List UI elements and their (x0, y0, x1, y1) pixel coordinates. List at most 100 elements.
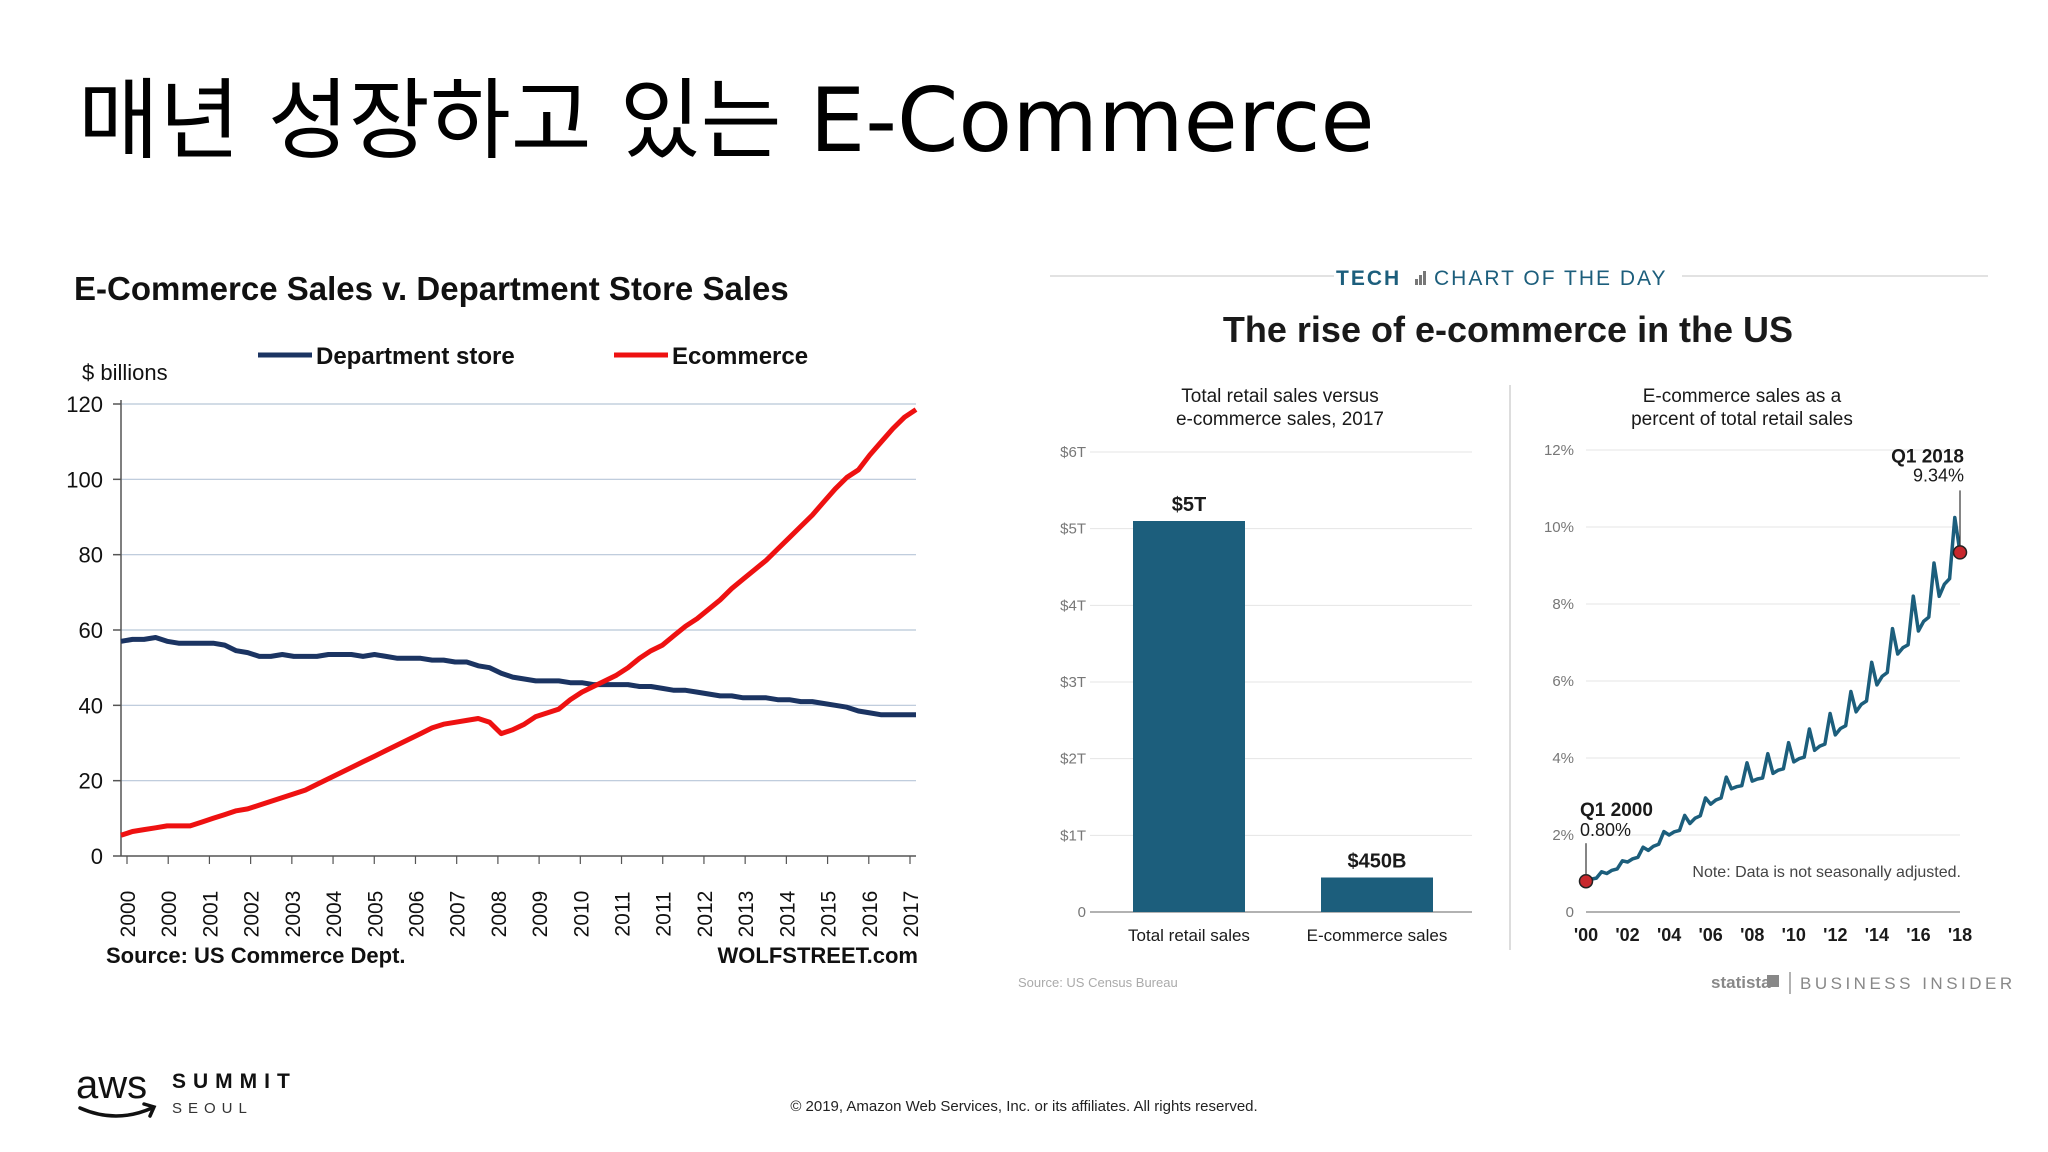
chart1-x-tick-label: 2010 (570, 891, 593, 938)
chart2-category-label: Total retail sales (1128, 926, 1250, 945)
chart3-y-tick-label: 12% (1544, 442, 1574, 459)
chart3-x-ticks: '00 '02 '04 '06 '08 '10 '12 '14 '16 '18 (1574, 925, 1972, 945)
chart1-x-tick-label: 2012 (694, 891, 717, 938)
chart1-x-tick-label: 2017 (900, 891, 923, 938)
summit-label: SUMMIT (172, 1070, 297, 1093)
chart3-annotation-value: 0.80% (1580, 820, 1631, 840)
chart2-bars: $5T Total retail sales $450B E-commerce sal… (1128, 494, 1447, 945)
chart3-x-tick-label: '16 (1906, 925, 1930, 945)
chart3-x-tick-label: '00 (1574, 925, 1598, 945)
chart1-x-tick-label: 2013 (735, 891, 758, 938)
chart1-y-tick-label: 40 (79, 693, 103, 718)
chart1-y-tick-label: 120 (66, 392, 103, 417)
chart3-x-tick-label: '04 (1657, 925, 1681, 945)
chart2-y-tick-label: 0 (1078, 904, 1086, 921)
chart2-bar (1321, 877, 1433, 912)
chart3-subtitle-line1: E-commerce sales as a (1643, 386, 1842, 407)
chart2-subtitle-line1: Total retail sales versus (1181, 386, 1378, 407)
header-chart-of-day: CHART OF THE DAY (1434, 267, 1667, 290)
series-department-store-line (120, 635, 916, 718)
chart3-y-tick-label: 6% (1552, 673, 1574, 690)
chart1-x-ticks: 2000 2000 2001 2002 2003 2004 2005 2006 2007 2008… (117, 856, 923, 937)
chart3-x-tick-label: '02 (1615, 925, 1639, 945)
chart3-y-tick-label: 8% (1552, 596, 1574, 613)
legend-dept-label: Department store (316, 343, 515, 370)
business-insider-logo-text: BUSINESS INSIDER (1800, 974, 2016, 993)
statista-logo-text: statista (1711, 973, 1771, 992)
chart3: E-commerce sales as a percent of total r… (1544, 386, 1972, 945)
chart2-y-tick-label: $4T (1060, 597, 1086, 614)
chart1-title: E-Commerce Sales v. Department Store Sal… (74, 270, 789, 307)
chart1-x-tick-label: 2006 (405, 891, 428, 938)
aws-smile-icon (78, 1106, 154, 1118)
chart1-x-tick-label: 2008 (488, 891, 511, 938)
chart3-gridlines (1586, 449, 1960, 913)
aws-logo-text: aws (76, 1064, 147, 1107)
chart2-y-tick-label: $6T (1060, 444, 1086, 461)
header-tech: TECH (1336, 267, 1401, 290)
chart3-y-tick-label: 0 (1566, 904, 1574, 921)
chart3-x-tick-label: '10 (1782, 925, 1806, 945)
chart3-x-tick-label: '06 (1699, 925, 1723, 945)
chart2-y-tick-label: $3T (1060, 674, 1086, 691)
chart1-x-tick-label: 2001 (199, 891, 222, 938)
chart3-x-tick-label: '12 (1823, 925, 1847, 945)
chart3-x-tick-label: '08 (1740, 925, 1764, 945)
statista-icon (1767, 975, 1779, 987)
chart1-y-tick-label: 20 (79, 769, 103, 794)
chart1: E-Commerce Sales v. Department Store Sal… (66, 270, 923, 968)
chart1-x-tick-label: 2011 (653, 891, 676, 936)
chart3-note: Note: Data is not seasonally adjusted. (1692, 864, 1961, 881)
chart2-y-tick-label: $2T (1060, 751, 1086, 768)
legend-ecom-label: Ecommerce (672, 343, 808, 370)
chart3-x-tick-label: '14 (1865, 925, 1889, 945)
chart1-y-ticks: 0 20 40 60 80 100 120 (66, 392, 121, 869)
chart1-x-tick-label: 2016 (859, 891, 882, 938)
aws-arrow-icon (142, 1102, 157, 1118)
chart2: Total retail sales versus e-commerce sal… (1018, 386, 1472, 990)
bar-chart-icon (1415, 271, 1426, 285)
chart1-x-tick-label: 2015 (818, 891, 841, 938)
chart1-y-tick-label: 80 (79, 543, 103, 568)
chart1-x-tick-label: 2000 (158, 891, 181, 938)
chart1-credit: WOLFSTREET.com (718, 943, 918, 968)
chart2-bar-value-label: $5T (1172, 494, 1206, 516)
slide-title: 매년 성장하고 있는 E-Commerce (78, 69, 1375, 172)
chart3-x-tick-label: '18 (1948, 925, 1972, 945)
chart2-subtitle-line2: e-commerce sales, 2017 (1176, 409, 1384, 430)
chart1-source: Source: US Commerce Dept. (106, 943, 406, 968)
seoul-label: SEOUL (172, 1100, 253, 1117)
chart1-x-tick-label: 2003 (282, 891, 305, 938)
series-ecommerce-percent-line (1585, 515, 1962, 883)
chart1-y-tick-label: 60 (79, 618, 103, 643)
chart3-annotation-label: Q1 2018 (1891, 446, 1964, 467)
chart3-y-tick-label: 4% (1552, 750, 1574, 767)
chart2-bar-value-label: $450B (1348, 851, 1407, 873)
chart1-x-tick-label: 2011 (612, 891, 635, 936)
chart1-x-tick-label: 2007 (447, 891, 470, 938)
chart3-y-tick-label: 2% (1552, 827, 1574, 844)
chart3-y-tick-label: 10% (1544, 519, 1574, 536)
chart1-y-tick-label: 100 (66, 467, 103, 492)
chart3-annotation-value: 9.34% (1913, 465, 1964, 485)
chart3-annotation-label: Q1 2000 (1580, 800, 1653, 821)
chart1-ylabel: $ billions (82, 360, 168, 385)
chart1-y-tick-label: 0 (91, 844, 103, 869)
chart2-y-tick-label: $5T (1060, 521, 1086, 538)
chart2-category-label: E-commerce sales (1307, 926, 1448, 945)
chart2-source: Source: US Census Bureau (1018, 975, 1178, 990)
chart2-y-ticks: 0 $1T $2T $3T $4T $5T $6T (1060, 444, 1086, 921)
chart1-x-tick-label: 2014 (776, 890, 799, 937)
aws-logo: aws (76, 1064, 157, 1118)
copyright-text: © 2019, Amazon Web Services, Inc. or its… (790, 1098, 1258, 1115)
chart2-footer: statista BUSINESS INSIDER (1711, 972, 2016, 994)
chart3-subtitle-line2: percent of total retail sales (1631, 409, 1853, 430)
chart2-header: TECH CHART OF THE DAY The rise of e-comm… (1050, 267, 1988, 350)
chart2-bar (1133, 521, 1245, 912)
series-ecommerce-line (120, 407, 918, 838)
chart1-x-tick-label: 2002 (241, 891, 264, 938)
chart3-y-ticks: 0 2% 4% 6% 8% 10% 12% (1544, 442, 1574, 921)
chart2-y-tick-label: $1T (1060, 827, 1086, 844)
